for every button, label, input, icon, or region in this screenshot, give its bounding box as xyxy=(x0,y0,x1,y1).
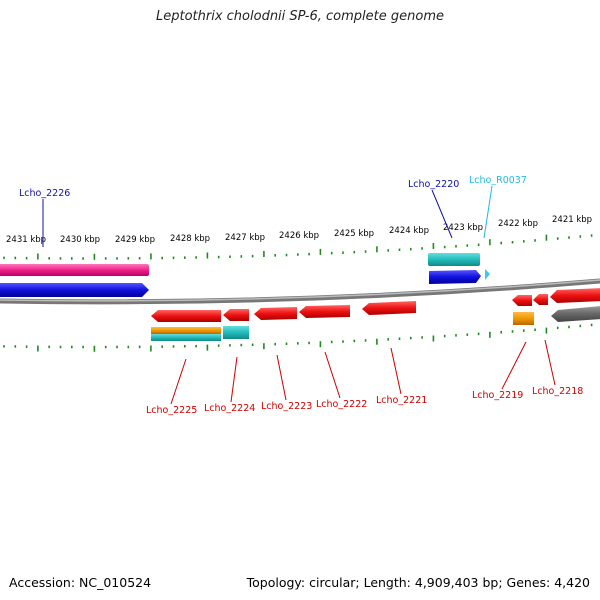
ruler-label: 2424 kbp xyxy=(389,226,429,236)
feature-label-lcho-2222[interactable]: Lcho_2222 xyxy=(316,399,367,410)
feature-lcho-2218-red[interactable] xyxy=(550,288,600,303)
genome-summary-text: Topology: circular; Length: 4,909,403 bp… xyxy=(246,575,590,590)
leader-line-lcho-2221 xyxy=(390,347,402,395)
ruler-label: 2431 kbp xyxy=(6,235,46,245)
feature-lcho-2220-cyan[interactable] xyxy=(428,253,480,266)
ruler-ticks-top xyxy=(3,234,593,260)
feature-label-lcho-2219[interactable]: Lcho_2219 xyxy=(472,390,523,401)
map-title: Leptothrix cholodnii SP-6, complete geno… xyxy=(156,9,444,24)
feature-label-lcho-2221[interactable]: Lcho_2221 xyxy=(376,395,427,406)
feature-label-lcho-2225[interactable]: Lcho_2225 xyxy=(146,405,197,416)
feature-label-lcho-2220[interactable]: Lcho_2220 xyxy=(408,179,459,190)
feature-lcho-2219-red-2[interactable] xyxy=(533,294,548,305)
leader-line-lcho-2223 xyxy=(276,354,287,401)
feature-lcho-2219-orange[interactable] xyxy=(513,312,534,325)
feature-lcho-2224-red[interactable] xyxy=(223,309,249,321)
feature-lcho-2222-red[interactable] xyxy=(299,305,350,318)
leader-line-lcho-2222 xyxy=(324,351,341,399)
feature-lcho-r0037[interactable] xyxy=(485,269,490,280)
ruler-label: 2422 kbp xyxy=(498,219,538,229)
feature-lcho-2219-red-1[interactable] xyxy=(512,295,532,306)
feature-label-lcho-2226[interactable]: Lcho_2226 xyxy=(19,188,70,199)
feature-lcho-2221-red[interactable] xyxy=(362,301,416,315)
ruler-label: 2423 kbp xyxy=(443,223,483,233)
feature-lcho-2224-cyan[interactable] xyxy=(223,326,249,339)
feature-lcho-2226-blue[interactable] xyxy=(0,283,149,297)
feature-labels: Lcho_2226 Lcho_2220 Lcho_R0037 Lcho_2225… xyxy=(19,175,583,416)
ruler-label: 2427 kbp xyxy=(225,233,265,243)
leader-line-lcho-2225 xyxy=(170,358,187,405)
feature-label-lcho-2223[interactable]: Lcho_2223 xyxy=(261,401,312,412)
feature-label-lcho-2218[interactable]: Lcho_2218 xyxy=(532,386,583,397)
leader-line-lcho-2220 xyxy=(431,189,453,239)
leader-line-lcho-2224 xyxy=(230,356,238,403)
leader-line-lcho-2219 xyxy=(501,341,527,390)
ruler-label: 2429 kbp xyxy=(115,235,155,245)
feature-lcho-2225-cyan[interactable] xyxy=(151,334,221,341)
ruler-label: 2426 kbp xyxy=(279,231,319,241)
genome-backbone xyxy=(0,278,600,305)
feature-label-lcho-2224[interactable]: Lcho_2224 xyxy=(204,403,255,414)
leader-lines xyxy=(42,185,556,405)
ruler-label: 2425 kbp xyxy=(334,229,374,239)
feature-lcho-2225-orange[interactable] xyxy=(151,327,221,334)
genome-backbone-highlight xyxy=(0,279,600,302)
feature-lcho-2223-red[interactable] xyxy=(254,307,297,320)
leader-line-lcho-r0037 xyxy=(483,185,493,239)
ruler-label: 2430 kbp xyxy=(60,235,100,245)
ruler-label: 2428 kbp xyxy=(170,234,210,244)
feature-lcho-2225-red[interactable] xyxy=(151,310,221,322)
ruler-labels: 2431 kbp 2430 kbp 2429 kbp 2428 kbp 2427… xyxy=(6,215,592,245)
accession-text: Accession: NC_010524 xyxy=(9,575,152,590)
ruler-ticks-bottom xyxy=(3,323,593,352)
feature-lcho-2220-blue[interactable] xyxy=(429,270,481,284)
ruler-label: 2421 kbp xyxy=(552,215,592,225)
feature-lcho-2226-pink[interactable] xyxy=(0,264,149,276)
feature-label-lcho-r0037[interactable]: Lcho_R0037 xyxy=(469,175,527,186)
leader-line-lcho-2218 xyxy=(544,339,556,386)
feature-lcho-2218-gray[interactable] xyxy=(551,306,600,322)
